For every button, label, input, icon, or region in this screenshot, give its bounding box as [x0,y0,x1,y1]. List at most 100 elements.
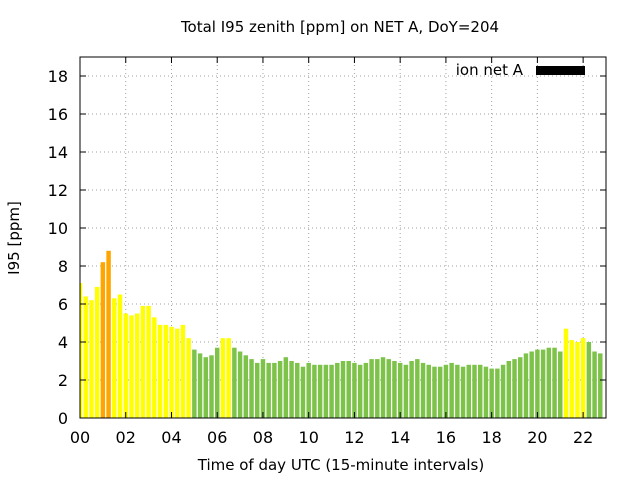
bar [415,359,420,418]
bar [443,364,449,418]
x-tick-label: 02 [116,428,136,447]
bar [277,361,283,418]
bar [163,324,168,418]
plot-frame [79,56,607,419]
bar [289,361,294,418]
x-tick-label: 14 [390,428,410,447]
y-tick-label: 10 [48,219,68,238]
chart-title: Total I95 zenith [ppm] on NET A, DoY=204 [180,18,499,36]
y-tick-label: 2 [58,371,68,390]
bar [192,349,197,418]
bar [483,366,489,418]
bar [300,366,306,418]
bar [140,305,146,418]
bar [123,313,128,418]
bar [335,362,340,418]
bar [489,368,494,418]
legend-label: ion net A [456,61,524,79]
bar [500,364,506,418]
bar [535,349,540,418]
bar [426,364,431,418]
bar [94,286,100,418]
x-tick-label: 04 [161,428,181,447]
y-tick-label: 4 [58,333,68,352]
bar [157,324,163,418]
bar [352,362,357,418]
bar [529,351,534,418]
bar [129,315,134,418]
bar [260,359,266,418]
bar [146,305,151,418]
bar [169,326,174,418]
x-tick-label: 06 [207,428,227,447]
bar [392,361,397,418]
x-tick-label: 16 [436,428,456,447]
y-tick-label: 16 [48,105,68,124]
y-tick-label: 0 [58,409,68,428]
bar [100,262,106,418]
bar [346,361,351,418]
legend: ion net A [456,61,585,79]
bar [569,340,574,418]
x-tick-label: 22 [573,428,593,447]
bar [558,351,563,418]
bar [340,361,346,418]
bar [180,324,186,418]
bar [512,359,517,418]
bar [329,364,334,418]
bar [80,283,83,418]
bar [117,294,123,418]
legend-swatch [536,66,585,75]
bar [472,364,477,418]
bar [214,347,220,418]
x-tick-label: 10 [299,428,319,447]
bar [174,328,180,418]
bar [186,338,191,418]
bar [232,347,237,418]
bar [546,347,552,418]
x-tick-label: 00 [70,428,90,447]
bar [403,364,409,418]
bar [552,347,557,418]
bar [495,368,500,418]
bar [432,366,437,418]
bar [220,338,226,418]
bar [380,357,386,418]
bar [575,342,580,418]
bar [518,357,523,418]
bar [197,353,203,418]
bar [357,364,363,418]
y-tick-label: 6 [58,295,68,314]
bar [106,250,111,418]
bar [226,338,231,418]
bar [420,362,426,418]
bar [272,362,277,418]
x-tick-label: 08 [253,428,273,447]
bar [323,364,329,418]
bar [540,349,546,418]
bar [266,362,271,418]
bar [386,359,391,418]
bar [317,364,323,418]
bar [203,357,209,418]
bar [563,328,569,418]
bar [249,359,254,418]
bar [409,361,414,418]
bar [237,351,243,418]
x-tick-label: 12 [344,428,364,447]
bar [477,364,483,418]
bar [455,364,460,418]
bar [243,355,249,418]
y-axis-title: I95 [ppm] [5,201,23,275]
bar [523,353,529,418]
ticks [79,57,606,419]
y-tick-label: 8 [58,257,68,276]
bar [312,364,317,418]
bar [449,362,454,418]
y-tick-label: 14 [48,143,68,162]
bar [397,362,403,418]
bar [283,357,289,418]
bar [112,298,117,418]
bar [375,359,380,418]
bar [586,342,592,418]
